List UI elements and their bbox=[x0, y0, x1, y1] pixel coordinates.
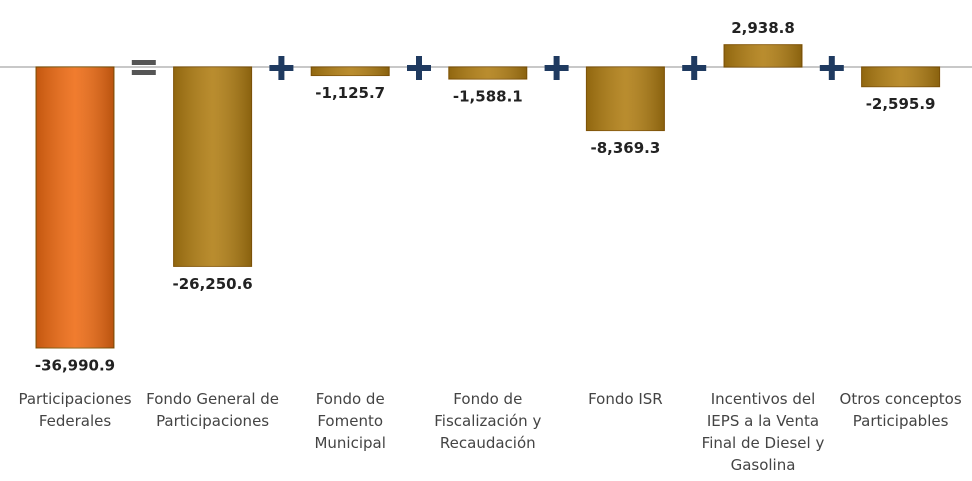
value-label: -36,990.9 bbox=[35, 357, 115, 375]
equals-sign bbox=[131, 60, 156, 65]
value-label: -1,588.1 bbox=[453, 88, 523, 106]
bar-shade bbox=[311, 67, 390, 76]
category-label: Participaciones Federales bbox=[18, 390, 132, 430]
plus-sign bbox=[416, 56, 422, 80]
category-label: Fondo General de Participaciones bbox=[146, 390, 280, 430]
value-label: -2,595.9 bbox=[866, 95, 936, 113]
bar-shade bbox=[36, 67, 114, 348]
value-label: 2,938.8 bbox=[731, 19, 795, 37]
category-label: Incentivos del IEPS a la Venta Final de … bbox=[701, 390, 825, 474]
category-label: Fondo ISR bbox=[588, 390, 663, 408]
bar-shade bbox=[586, 67, 665, 131]
plus-sign bbox=[691, 56, 698, 80]
bar-shade bbox=[724, 44, 802, 67]
plus-sign bbox=[278, 56, 285, 80]
category-label: Otros conceptos Participables bbox=[839, 390, 962, 430]
plus-sign bbox=[553, 56, 560, 80]
bar-shade bbox=[861, 67, 940, 87]
category-label: Fondo de Fiscalización y Recaudación bbox=[434, 390, 542, 452]
equals-sign bbox=[131, 70, 156, 75]
bar-shade bbox=[173, 67, 252, 267]
bar-shade bbox=[448, 67, 527, 80]
category-label: Fondo de Fomento Municipal bbox=[314, 390, 386, 452]
value-label: -8,369.3 bbox=[590, 139, 660, 157]
value-label: -26,250.6 bbox=[172, 275, 252, 293]
value-label: -1,125.7 bbox=[315, 84, 385, 102]
plus-sign bbox=[828, 56, 835, 80]
